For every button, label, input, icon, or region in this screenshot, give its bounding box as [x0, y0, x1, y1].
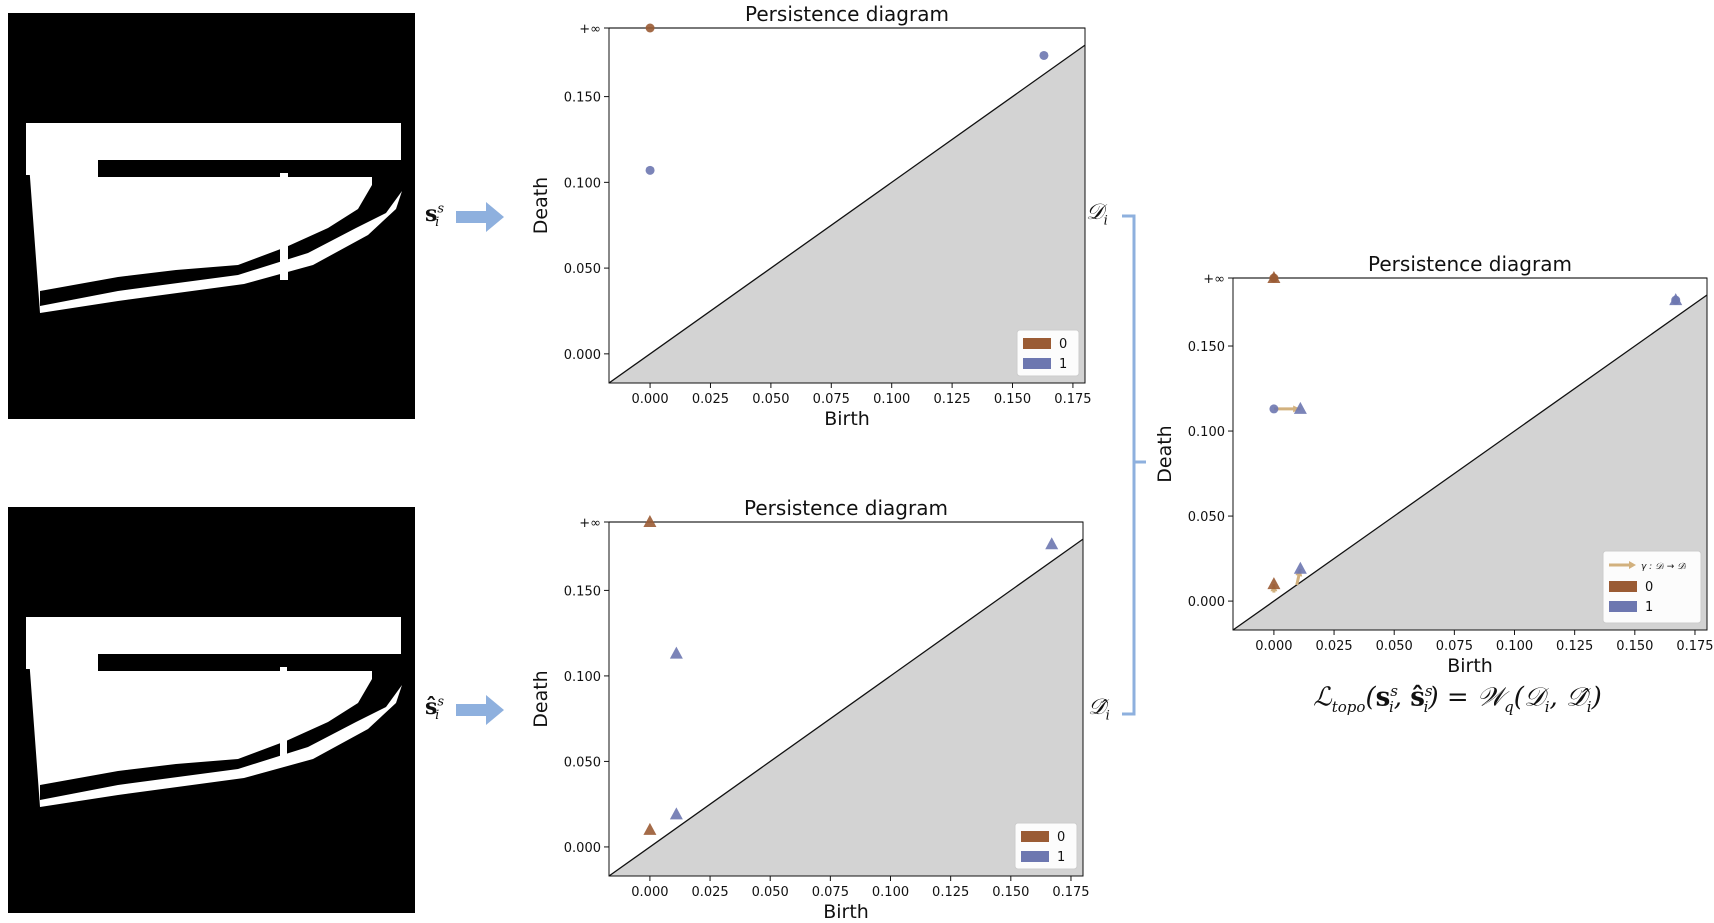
legend-label-1: 1: [1057, 850, 1065, 865]
x-axis-label: Birth: [1447, 655, 1493, 677]
legend-label-1: 1: [1645, 600, 1653, 615]
x-tick-label: 0.000: [631, 392, 668, 407]
x-tick-label: 0.000: [631, 885, 668, 900]
y-tick-label: 0.100: [1188, 425, 1225, 440]
triangle-dim-0: [1267, 577, 1281, 590]
x-tick-label: 0.175: [1054, 392, 1091, 407]
y-tick-label: 0.150: [564, 91, 601, 106]
x-tick-label: 0.125: [1556, 639, 1593, 654]
legend-label-1: 1: [1059, 357, 1067, 372]
point-dim-1: [1269, 404, 1279, 414]
diagonal-line: [1232, 294, 1708, 631]
legend-swatch-0: [1023, 338, 1051, 349]
x-tick-label: 0.025: [692, 392, 729, 407]
x-tick-label: 0.100: [1496, 639, 1533, 654]
y-tick-label: 0.150: [1188, 340, 1225, 355]
triangle-dim-1: [669, 646, 683, 659]
legend-label-0: 0: [1057, 830, 1065, 845]
x-tick-label: 0.175: [1676, 639, 1713, 654]
legend-label-0: 0: [1645, 580, 1653, 595]
y-axis-label: Death: [1154, 425, 1176, 482]
point-dim-1: [645, 165, 655, 175]
axes-frame: [608, 521, 1084, 877]
triangle-dim-0: [643, 515, 657, 527]
legend-matching-label: γ : 𝒟ᵢ → 𝒟̂ᵢ: [1641, 562, 1686, 572]
y-tick-label: 0.000: [1188, 595, 1225, 610]
bracket-icon: [1122, 214, 1146, 716]
y-axis-label: Death: [530, 670, 552, 727]
x-axis-label: Birth: [823, 901, 869, 923]
s-label-top: ssi: [425, 201, 445, 231]
chart-title: Persistence diagram: [744, 496, 948, 520]
diagonal-line: [608, 538, 1084, 877]
triangle-dim-1: [1293, 561, 1307, 574]
arrow-right-top-icon: [456, 202, 504, 232]
chart-title: Persistence diagram: [1368, 252, 1572, 276]
point-dim-0: [645, 23, 655, 33]
loss-formula: ℒtopo(ssi, ŝsi) = 𝒲q(𝒟i, 𝒟̂i): [1313, 682, 1602, 716]
x-tick-label: 0.125: [932, 885, 969, 900]
axes-frame: [1232, 277, 1708, 631]
axes-frame: [608, 27, 1086, 384]
x-tick-label: 0.150: [994, 392, 1031, 407]
y-tick-label: 0.000: [564, 348, 601, 363]
y-axis-label: Death: [530, 177, 552, 234]
segmentation-image-bottom: [8, 507, 415, 913]
x-tick-label: 0.050: [1376, 639, 1413, 654]
y-tick-label: 0.000: [564, 841, 601, 856]
x-tick-label: 0.050: [752, 885, 789, 900]
diagonal-line: [608, 44, 1086, 384]
legend-swatch-1: [1609, 601, 1637, 612]
x-tick-label: 0.125: [933, 392, 970, 407]
s-hat-label-bottom: ŝsi: [425, 694, 445, 724]
triangle-dim-1: [1045, 537, 1059, 550]
chart-title: Persistence diagram: [745, 2, 949, 26]
legend-swatch-0: [1609, 581, 1637, 592]
legend-swatch-1: [1021, 851, 1049, 862]
inf-tick-label: +∞: [1203, 272, 1225, 287]
x-tick-label: 0.075: [813, 392, 850, 407]
x-tick-label: 0.175: [1052, 885, 1089, 900]
D-label: 𝒟i: [1086, 200, 1108, 229]
segmentation-image-top: [8, 13, 415, 419]
triangle-dim-0: [1267, 271, 1281, 283]
x-tick-label: 0.075: [1436, 639, 1473, 654]
segmentation-mask-bottom: [26, 617, 402, 807]
legend-matching-arrowhead: [1629, 561, 1636, 569]
y-tick-label: 0.050: [564, 755, 601, 770]
x-tick-label: 0.100: [873, 392, 910, 407]
x-tick-label: 0.000: [1255, 639, 1292, 654]
x-tick-label: 0.150: [1616, 639, 1653, 654]
point-dim-1: [1039, 50, 1049, 60]
arrow-right-bottom-icon: [456, 695, 504, 725]
inf-tick-label: +∞: [579, 516, 601, 531]
inf-tick-label: +∞: [579, 22, 601, 37]
x-tick-label: 0.025: [691, 885, 728, 900]
legend-swatch-0: [1021, 831, 1049, 842]
y-tick-label: 0.100: [564, 176, 601, 191]
x-tick-label: 0.075: [812, 885, 849, 900]
triangle-dim-1: [669, 807, 683, 820]
x-tick-label: 0.150: [992, 885, 1029, 900]
y-tick-label: 0.050: [1188, 510, 1225, 525]
legend-swatch-1: [1023, 358, 1051, 369]
triangle-dim-1: [1669, 293, 1683, 306]
triangle-dim-0: [643, 822, 657, 835]
legend-label-0: 0: [1059, 337, 1067, 352]
D-hat-label: 𝒟̂i: [1088, 695, 1110, 724]
x-tick-label: 0.100: [872, 885, 909, 900]
x-axis-label: Birth: [824, 408, 870, 430]
x-tick-label: 0.050: [752, 392, 789, 407]
segmentation-mask-top: [26, 123, 402, 313]
x-tick-label: 0.025: [1315, 639, 1352, 654]
y-tick-label: 0.050: [564, 262, 601, 277]
y-tick-label: 0.100: [564, 670, 601, 685]
triangle-dim-1: [1293, 401, 1307, 414]
y-tick-label: 0.150: [564, 584, 601, 599]
